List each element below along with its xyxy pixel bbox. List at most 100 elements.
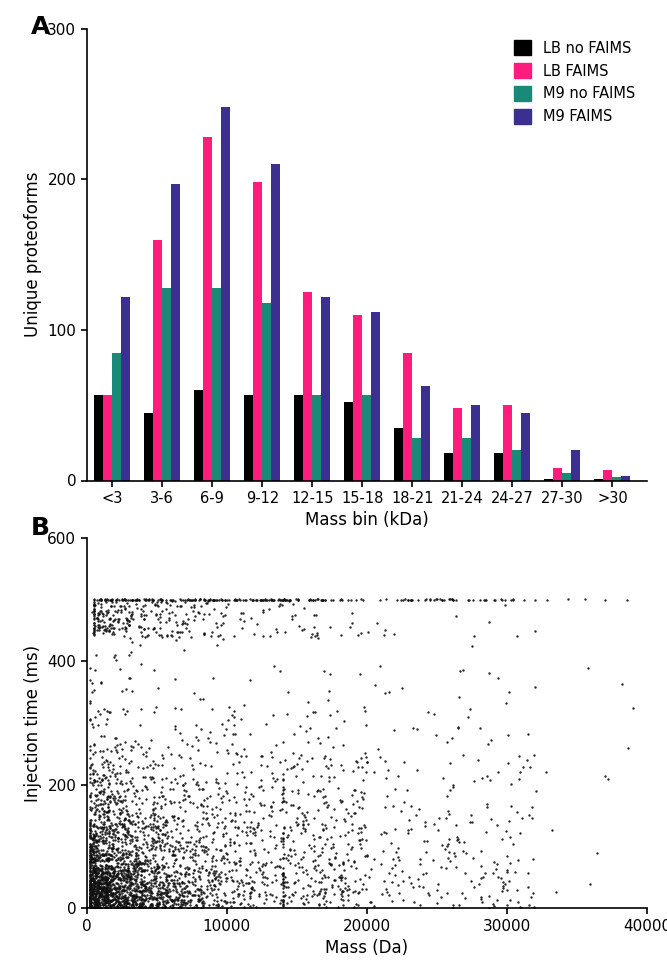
Point xyxy=(145,897,156,912)
Point xyxy=(354,871,365,886)
Point xyxy=(327,837,338,852)
Point xyxy=(348,854,359,870)
Point xyxy=(124,613,135,628)
Point xyxy=(184,834,195,850)
Point xyxy=(107,758,118,774)
Point xyxy=(151,898,161,913)
Point xyxy=(104,887,115,902)
Point xyxy=(295,718,305,733)
Point xyxy=(108,892,119,907)
Point xyxy=(220,600,231,615)
X-axis label: Mass bin (kDa): Mass bin (kDa) xyxy=(305,511,429,530)
Point xyxy=(147,899,157,914)
Point xyxy=(110,816,121,831)
Point xyxy=(158,876,169,892)
Point xyxy=(119,820,130,835)
Point xyxy=(152,885,163,900)
Point xyxy=(130,896,141,911)
Point xyxy=(107,868,118,883)
Point xyxy=(452,829,463,845)
Point xyxy=(453,831,464,847)
Point xyxy=(505,855,516,871)
Point xyxy=(95,848,105,863)
Point xyxy=(273,592,283,607)
Point xyxy=(271,622,281,637)
Point xyxy=(119,827,130,843)
Point xyxy=(272,624,283,639)
Point xyxy=(102,870,113,885)
Point xyxy=(94,850,105,866)
Point xyxy=(129,866,139,881)
Point xyxy=(118,868,129,883)
Point xyxy=(227,872,237,887)
Point xyxy=(177,777,188,793)
Point xyxy=(183,875,194,890)
Point xyxy=(386,860,397,875)
Point xyxy=(123,821,134,836)
Point xyxy=(119,878,129,894)
Point xyxy=(88,868,99,883)
Point xyxy=(110,864,121,879)
Point xyxy=(89,806,99,822)
Point xyxy=(88,890,99,905)
Point xyxy=(189,862,199,877)
Point xyxy=(193,605,204,621)
Point xyxy=(193,892,203,907)
Point xyxy=(103,896,113,911)
Bar xyxy=(612,478,622,480)
Point xyxy=(258,797,269,812)
Point xyxy=(444,806,454,822)
Point xyxy=(88,825,99,841)
Point xyxy=(145,888,156,903)
Point xyxy=(244,802,255,818)
Point xyxy=(288,596,299,611)
Point xyxy=(125,875,136,890)
Point xyxy=(184,883,195,899)
Point xyxy=(259,876,269,892)
Point xyxy=(104,592,115,607)
Point xyxy=(408,721,419,736)
Point xyxy=(177,732,188,748)
Point xyxy=(317,592,327,607)
Bar xyxy=(562,473,572,480)
Point xyxy=(316,768,327,783)
Point xyxy=(360,849,370,864)
Point xyxy=(282,879,293,895)
Point xyxy=(91,897,102,912)
Point xyxy=(506,593,516,608)
Point xyxy=(111,890,122,905)
Point xyxy=(410,807,421,823)
Point xyxy=(102,822,113,837)
Point xyxy=(318,781,329,797)
Point xyxy=(144,843,155,858)
Point xyxy=(94,774,105,789)
Point xyxy=(115,805,125,821)
Point xyxy=(133,898,144,913)
Point xyxy=(304,878,315,894)
Point xyxy=(103,859,114,875)
Point xyxy=(111,819,122,834)
Point xyxy=(286,848,297,863)
Point xyxy=(236,875,247,890)
Point xyxy=(146,886,157,901)
Point xyxy=(110,888,121,903)
Point xyxy=(101,865,111,880)
Point xyxy=(85,873,95,888)
Point xyxy=(93,879,104,895)
Point xyxy=(142,837,153,852)
Point xyxy=(281,879,291,895)
Point xyxy=(261,870,272,885)
Point xyxy=(111,888,121,903)
Point xyxy=(193,869,204,884)
Point xyxy=(103,883,114,899)
Point xyxy=(127,899,138,914)
Point xyxy=(303,592,314,607)
Point xyxy=(199,626,209,641)
Point xyxy=(177,841,188,856)
Point xyxy=(592,846,603,861)
Point xyxy=(99,865,110,880)
Point xyxy=(220,592,231,607)
Point xyxy=(85,817,95,832)
Point xyxy=(123,858,133,874)
Point xyxy=(140,883,151,899)
